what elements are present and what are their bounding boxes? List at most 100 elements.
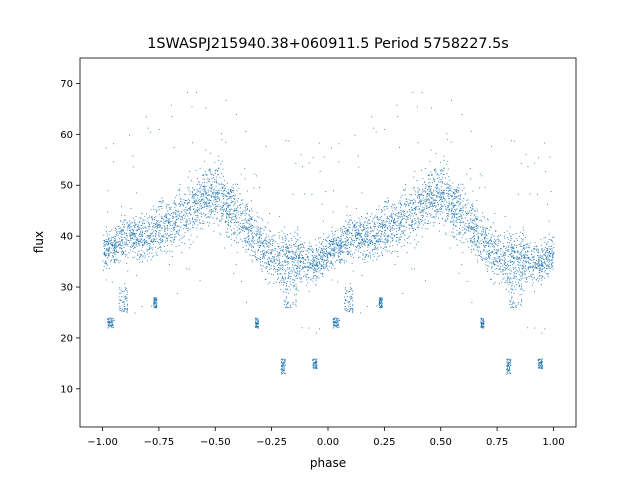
data-point — [274, 266, 276, 268]
data-point — [325, 191, 327, 193]
data-point — [273, 256, 275, 257]
data-point — [386, 202, 388, 204]
data-point — [447, 186, 449, 188]
data-point — [184, 200, 186, 201]
data-point — [523, 245, 524, 246]
data-point — [469, 219, 471, 221]
data-point — [488, 232, 490, 234]
data-point — [385, 246, 387, 248]
data-point — [265, 146, 267, 148]
data-point — [326, 260, 327, 262]
data-point — [302, 257, 304, 258]
data-point — [365, 233, 366, 235]
data-point — [475, 254, 477, 256]
data-point — [415, 223, 417, 224]
data-point — [547, 258, 549, 260]
data-point — [470, 241, 472, 243]
data-point — [336, 251, 338, 253]
data-point — [440, 207, 441, 209]
data-point — [132, 257, 134, 259]
data-point — [233, 203, 235, 205]
data-point — [436, 195, 438, 197]
data-point — [260, 240, 262, 242]
data-point — [304, 242, 306, 244]
data-point — [443, 198, 444, 199]
data-point — [364, 258, 366, 260]
data-point — [551, 259, 552, 261]
data-point — [146, 250, 148, 252]
data-point — [255, 230, 257, 232]
data-point — [220, 234, 222, 236]
data-point — [329, 240, 331, 242]
data-point — [455, 196, 457, 197]
data-point — [404, 229, 406, 231]
data-point — [154, 226, 156, 228]
data-point — [172, 230, 174, 231]
data-point — [214, 181, 216, 183]
data-point — [106, 242, 108, 244]
data-point — [429, 160, 431, 162]
data-point — [378, 230, 380, 232]
data-point — [215, 185, 217, 187]
data-point — [121, 232, 122, 234]
data-point — [323, 260, 325, 262]
data-point — [548, 266, 550, 268]
data-point — [527, 266, 529, 268]
data-point — [459, 219, 460, 221]
data-point — [451, 199, 453, 201]
data-point — [201, 194, 202, 196]
data-point — [541, 268, 543, 270]
data-point — [121, 240, 122, 242]
data-point — [288, 140, 290, 142]
data-point — [143, 238, 145, 240]
data-point — [502, 270, 504, 272]
data-point — [523, 249, 525, 250]
data-point — [534, 291, 535, 292]
data-point — [114, 260, 116, 262]
data-point — [386, 215, 388, 217]
data-point — [508, 265, 510, 267]
data-point — [245, 241, 246, 243]
data-point — [486, 265, 488, 267]
data-point — [244, 238, 246, 239]
data-point — [439, 208, 440, 210]
data-point — [248, 220, 250, 222]
data-point — [366, 233, 368, 235]
data-point — [429, 201, 431, 203]
data-point — [412, 209, 413, 211]
data-point — [384, 246, 386, 248]
data-point — [470, 226, 472, 228]
data-point — [144, 242, 146, 244]
data-point — [333, 253, 335, 255]
data-point — [339, 238, 341, 240]
data-point — [447, 195, 449, 197]
data-point — [341, 259, 343, 261]
data-point — [327, 253, 329, 255]
data-point — [250, 244, 252, 246]
data-point — [436, 211, 438, 213]
data-point — [433, 169, 435, 171]
data-point — [485, 258, 486, 260]
data-point — [510, 235, 512, 237]
data-point — [304, 274, 306, 276]
data-point — [129, 233, 131, 235]
data-point — [227, 198, 229, 200]
data-point — [170, 234, 171, 236]
data-point — [310, 267, 312, 269]
data-point — [174, 222, 176, 223]
data-point — [308, 291, 310, 292]
data-point — [271, 265, 272, 267]
data-point — [141, 230, 143, 232]
data-point — [433, 191, 435, 193]
data-point — [258, 227, 259, 228]
data-point — [161, 236, 163, 237]
data-point — [121, 251, 123, 252]
data-point — [298, 270, 300, 272]
data-point — [118, 225, 120, 227]
data-point — [114, 250, 116, 252]
data-point — [216, 193, 218, 195]
data-point — [213, 223, 215, 224]
data-point — [507, 242, 508, 243]
data-point — [491, 239, 492, 241]
data-point — [480, 252, 481, 253]
